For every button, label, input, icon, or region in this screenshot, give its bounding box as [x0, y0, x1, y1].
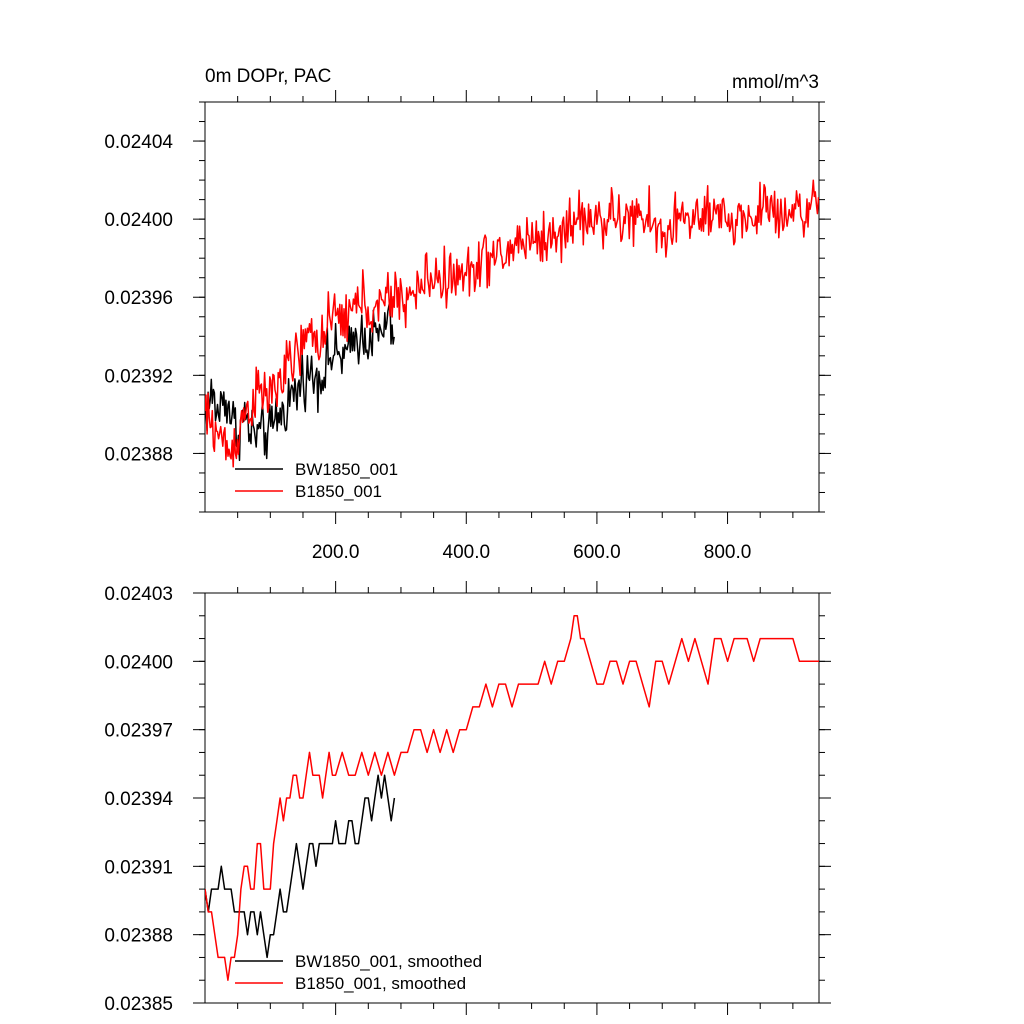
x-tick-label: 800.0: [704, 542, 752, 563]
y-tick-label: 0.02391: [104, 857, 173, 878]
legend-label: BW1850_001: [295, 460, 398, 479]
x-tick-label: 200.0: [312, 542, 360, 563]
series-line-1: [205, 179, 819, 468]
y-tick-label: 0.02385: [104, 994, 173, 1015]
legend-label: B1850_001, smoothed: [295, 974, 466, 993]
top-panel: 0m DOPr, PAC mmol/m^3 200.0 400.0 600.0 800…: [104, 66, 831, 563]
legend: BW1850_001 B1850_001: [235, 460, 398, 501]
y-tick-label: 0.02388: [104, 444, 173, 465]
y-tick-label: 0.02396: [104, 288, 173, 309]
plot-frame: [204, 101, 820, 513]
x-tick-label: 400.0: [443, 542, 491, 563]
y-tick-label: 0.02404: [104, 132, 173, 153]
bottom-plot-area: 0.02385 0.02388 0.02391 0.02394 0.02397 0.024…: [104, 581, 831, 1015]
legend-label: BW1850_001, smoothed: [295, 952, 482, 971]
y-tick-label: 0.02400: [104, 210, 173, 231]
y-tick-label: 0.02394: [104, 789, 173, 810]
y-tick-label: 0.02392: [104, 366, 173, 387]
top-panel-units: mmol/m^3: [732, 72, 819, 93]
series-line-0: [205, 774, 396, 959]
top-plot-area: 200.0 400.0 600.0 800.0 0.02388 0.02392 0.0239…: [104, 90, 831, 563]
y-tick-label: 0.02400: [104, 652, 173, 673]
legend: BW1850_001, smoothed B1850_001, smoothed: [235, 952, 482, 993]
legend-label: B1850_001: [295, 482, 382, 501]
bottom-panel: 0.02385 0.02388 0.02391 0.02394 0.02397 0.024…: [104, 581, 831, 1015]
top-panel-title: 0m DOPr, PAC: [205, 66, 331, 87]
series-line-1: [205, 615, 819, 981]
y-tick-label: 0.02388: [104, 926, 173, 947]
y-tick-label: 0.02397: [104, 721, 173, 742]
y-tick-label: 0.02403: [104, 584, 173, 605]
x-tick-label: 600.0: [573, 542, 621, 563]
